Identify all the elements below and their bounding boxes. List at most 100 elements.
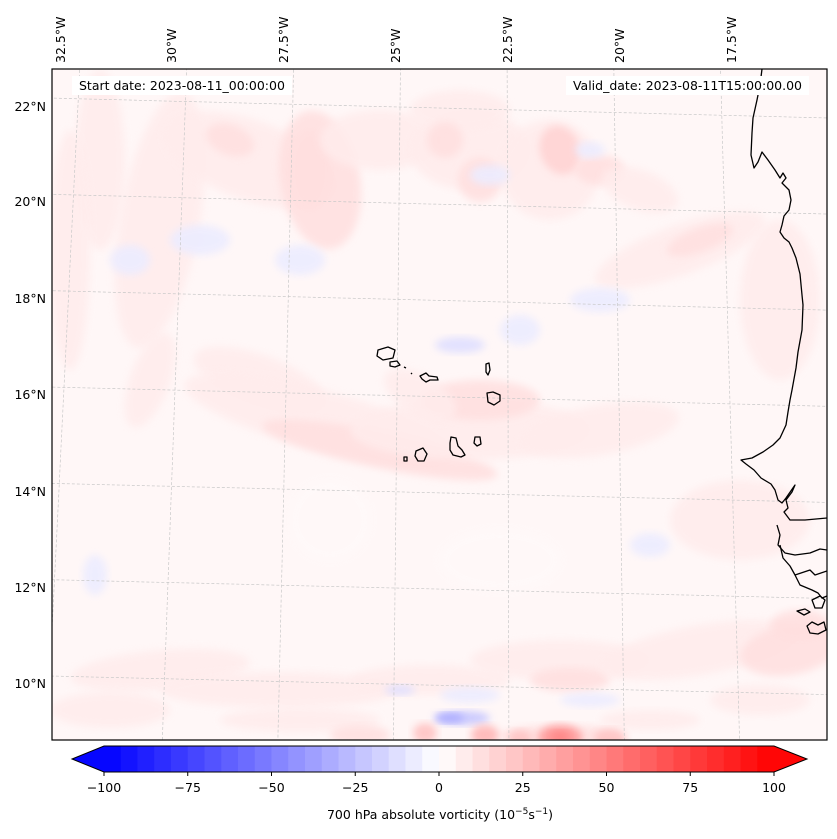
colorbar-segment (154, 746, 172, 772)
colorbar-segment (589, 746, 608, 772)
vorticity-positive-area (205, 123, 255, 157)
longitude-tick-label: 20°W (612, 28, 627, 63)
colorbar-segment (489, 746, 507, 772)
graticule (52, 69, 827, 740)
parallel-line (52, 483, 827, 503)
vorticity-maximum (594, 729, 626, 740)
meridian-line (393, 69, 401, 740)
colorbar-segment (573, 746, 591, 772)
bijagos-island (796, 608, 811, 616)
colorbar-segment (338, 746, 356, 772)
vorticity-positive-area (124, 332, 176, 428)
colorbar-segment (455, 746, 474, 772)
vorticity-positive-area (410, 90, 510, 130)
colorbar-segment (388, 746, 407, 772)
meridian-line (277, 69, 294, 740)
colorbar-segment (305, 746, 323, 772)
vorticity-negative-area (385, 685, 415, 695)
vorticity-negative-area (275, 245, 325, 275)
colorbar-segment (171, 746, 189, 772)
colorbar-label-exp1: −5 (515, 807, 529, 817)
colorbar-segment (321, 746, 340, 772)
longitude-tick-label: 32.5°W (53, 16, 68, 63)
map-frame (51, 68, 828, 741)
colorbar-segment (355, 746, 373, 772)
vorticity-maximum (413, 723, 437, 740)
start-date-label: Start date: 2023-08-11_00:00:00 (72, 76, 292, 95)
parallel-line (52, 579, 827, 599)
vorticity-negative-area (170, 225, 230, 255)
coastlines (376, 69, 827, 635)
gambia-guinea-coastline (776, 524, 827, 556)
vorticity-negative-area (570, 288, 630, 312)
colorbar-tick-label: −50 (258, 780, 285, 795)
colorbar-segment (187, 746, 206, 772)
colorbar-segment (539, 746, 557, 772)
latitude-tick-label: 14°N (14, 484, 46, 499)
colorbar-segment (757, 746, 775, 772)
colorbar-label-unit: s (528, 807, 535, 823)
colorbar-label-text: 700 hPa absolute vorticity (10 (326, 807, 516, 823)
longitude-tick-label: 27.5°W (276, 16, 291, 63)
colorbar-segment (422, 746, 440, 772)
colorbar-tick-label: 100 (762, 780, 786, 795)
vorticity-positive-area (290, 130, 330, 210)
vorticity-positive-area (52, 692, 170, 728)
colorbar-segment (506, 746, 524, 772)
island-coastline (410, 372, 413, 375)
colorbar-segment (137, 746, 155, 772)
colorbar-segment (104, 746, 122, 772)
island-coastline (403, 456, 408, 462)
africa-coastline (740, 69, 827, 521)
vorticity-positive-area (220, 708, 380, 732)
vorticity-positive-area (52, 130, 90, 370)
vorticity-negative-area (435, 337, 485, 353)
colorbar-segment (556, 746, 574, 772)
vorticity-positive-area (320, 110, 440, 170)
island-coastline (419, 372, 439, 383)
island-coastline (485, 362, 491, 376)
colorbar-segment (723, 746, 742, 772)
vorticity-positive-area (539, 125, 581, 175)
vorticity-negative-area (110, 245, 150, 275)
colorbar-segment (640, 746, 658, 772)
colorbar-segment (707, 746, 725, 772)
vorticity-positive-area (666, 223, 734, 257)
bijagos-island (806, 621, 827, 635)
latitude-tick-label: 22°N (14, 99, 46, 114)
colorbar-extend-low (72, 746, 104, 772)
meridian-line (720, 69, 740, 740)
colorbar-tick-label: −100 (86, 780, 122, 795)
vorticity-positive-area (601, 166, 679, 214)
vorticity-positive-area (262, 419, 498, 481)
parallel-line (52, 386, 827, 407)
colorbar-segment (288, 746, 306, 772)
vorticity-positive-area (330, 725, 390, 740)
longitude-tick-label: 25°W (388, 28, 403, 63)
colorbar-label-exp2: −1 (534, 807, 549, 817)
colorbar-segment (656, 746, 675, 772)
island-coastline (376, 346, 396, 361)
vorticity-negative-area (470, 165, 510, 185)
vorticity-negative-area (500, 315, 540, 345)
colorbar-tick-label: −25 (342, 780, 369, 795)
latitude-tick-label: 18°N (14, 291, 46, 306)
vorticity-field (52, 69, 827, 740)
parallel-line (52, 194, 827, 215)
latitude-tick-label: 16°N (14, 387, 46, 402)
colorbar-segment (405, 746, 423, 772)
valid-date-label: Valid_date: 2023-08-11T15:00:00.00 (565, 76, 809, 95)
vorticity-positive-area (160, 672, 400, 708)
vorticity-maximum (508, 730, 532, 740)
vorticity-blobs (52, 70, 827, 740)
colorbar-segment (204, 746, 222, 772)
colorbar-segment (522, 746, 541, 772)
latitude-tick-label: 10°N (14, 676, 46, 691)
colorbar-segment (254, 746, 273, 772)
colorbar-segment (690, 746, 708, 772)
colorbar-tick-label: 50 (598, 780, 615, 795)
longitude-tick-label: 22.5°W (500, 16, 515, 63)
parallel-line (52, 675, 827, 695)
colorbar-segment (623, 746, 641, 772)
parallel-line (52, 97, 827, 119)
